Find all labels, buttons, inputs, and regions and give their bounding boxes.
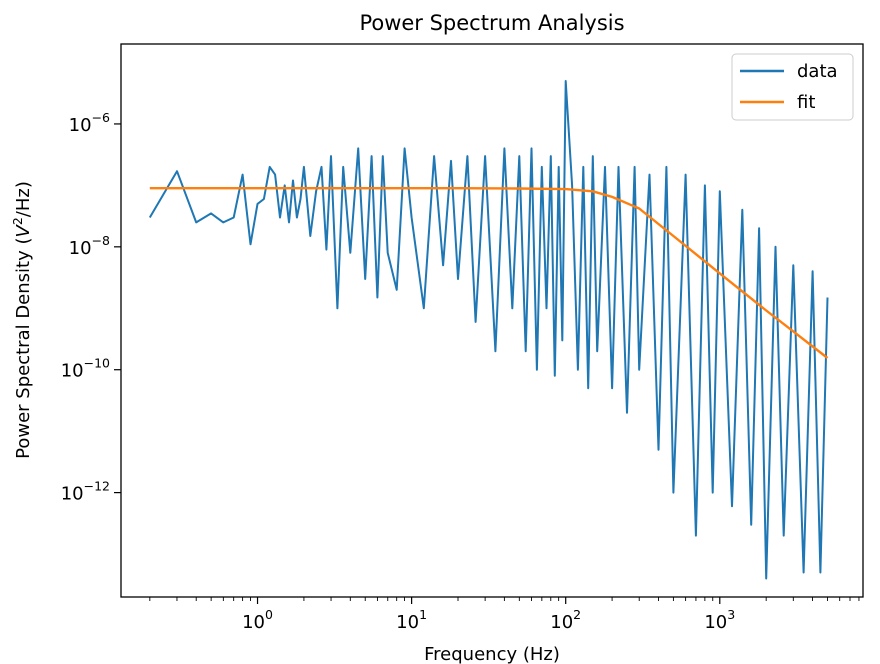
y-axis-label-suffix: /Hz) [13,181,34,217]
y-tick-label: 10−12 [61,479,110,505]
x-axis: 100 101 102 103 [149,597,860,633]
y-axis-label-var: V [13,224,34,238]
y-tick-label: 10−8 [69,233,110,259]
x-tick-label: 103 [704,607,735,633]
x-axis-label: Frequency (Hz) [424,644,560,664]
plot-area [120,43,864,598]
y-axis-label: Power Spectral Density (V2/Hz) [10,181,34,459]
y-axis: 10−12 10−10 10−8 10−6 [61,110,121,505]
x-tick-label: 100 [242,607,273,633]
legend-label-data: data [797,61,838,82]
y-tick-label: 10−10 [61,356,110,382]
series-line-fit [149,186,829,359]
y-axis-label-prefix: Power Spectral Density ( [13,238,34,459]
series-line-data [148,80,829,580]
legend: data fit [731,53,854,121]
chart-title: Power Spectrum Analysis [359,11,624,35]
legend-label-fit: fit [797,92,815,113]
x-tick-label: 101 [396,607,427,633]
x-tick-label: 102 [550,607,581,633]
series-layer [148,80,829,580]
plot-frame [120,43,864,598]
y-tick-label: 10−6 [69,110,110,136]
y-axis-label-sup: 2 [10,217,25,225]
